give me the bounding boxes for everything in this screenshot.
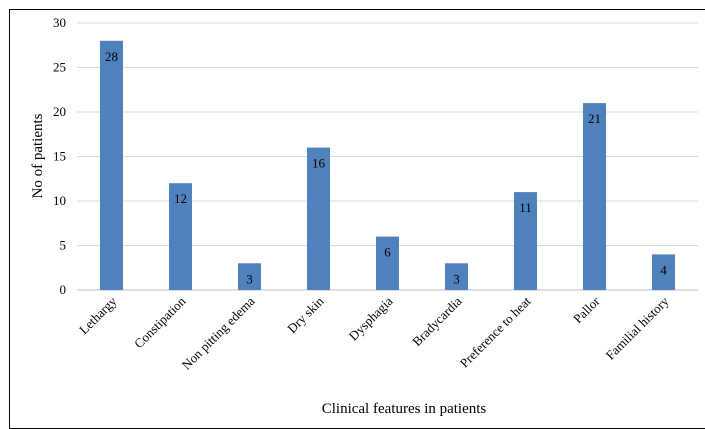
- data-label: 21: [588, 111, 601, 126]
- x-tick-label: Constipation: [131, 293, 189, 351]
- data-label: 4: [660, 262, 667, 277]
- bar: [445, 263, 468, 290]
- bar: [583, 103, 606, 290]
- x-tick-label: Lethargy: [76, 293, 120, 337]
- y-axis-title: No of patients: [30, 113, 46, 198]
- data-label: 6: [384, 245, 391, 260]
- y-tick-label: 15: [53, 149, 66, 164]
- bar: [169, 183, 192, 290]
- x-tick-label: Dysphagia: [346, 293, 396, 343]
- y-tick-label: 30: [53, 15, 66, 30]
- data-label: 16: [312, 156, 326, 171]
- bar: [652, 254, 675, 290]
- x-tick-label: Preference to heat: [457, 293, 534, 370]
- x-tick-label: Non pitting edema: [179, 293, 258, 372]
- x-tick-label: Dry skin: [284, 293, 327, 336]
- data-label: 3: [246, 271, 253, 286]
- x-tick-label: Familial history: [603, 293, 672, 362]
- bar: [238, 263, 261, 290]
- y-tick-label: 10: [53, 193, 66, 208]
- data-labels: 28 12 3 16 6 3 11 21 4: [105, 49, 667, 286]
- bar: [307, 147, 330, 290]
- y-tick-label: 20: [53, 104, 66, 119]
- y-tick-label: 5: [60, 238, 67, 253]
- bars: [100, 40, 675, 290]
- y-axis-ticks: 0 5 10 15 20 25 30: [53, 15, 66, 297]
- x-tick-label: Pallor: [570, 293, 603, 326]
- data-label: 12: [174, 191, 187, 206]
- data-label: 28: [105, 49, 118, 64]
- y-tick-label: 0: [60, 282, 67, 297]
- y-tick-label: 25: [53, 60, 66, 75]
- x-axis-title: Clinical features in patients: [322, 401, 487, 417]
- data-label: 3: [453, 271, 460, 286]
- data-label: 11: [519, 200, 532, 215]
- bar: [100, 40, 123, 290]
- bar: [514, 192, 537, 290]
- x-tick-label: Bradycardia: [409, 293, 465, 349]
- bar: [376, 236, 399, 290]
